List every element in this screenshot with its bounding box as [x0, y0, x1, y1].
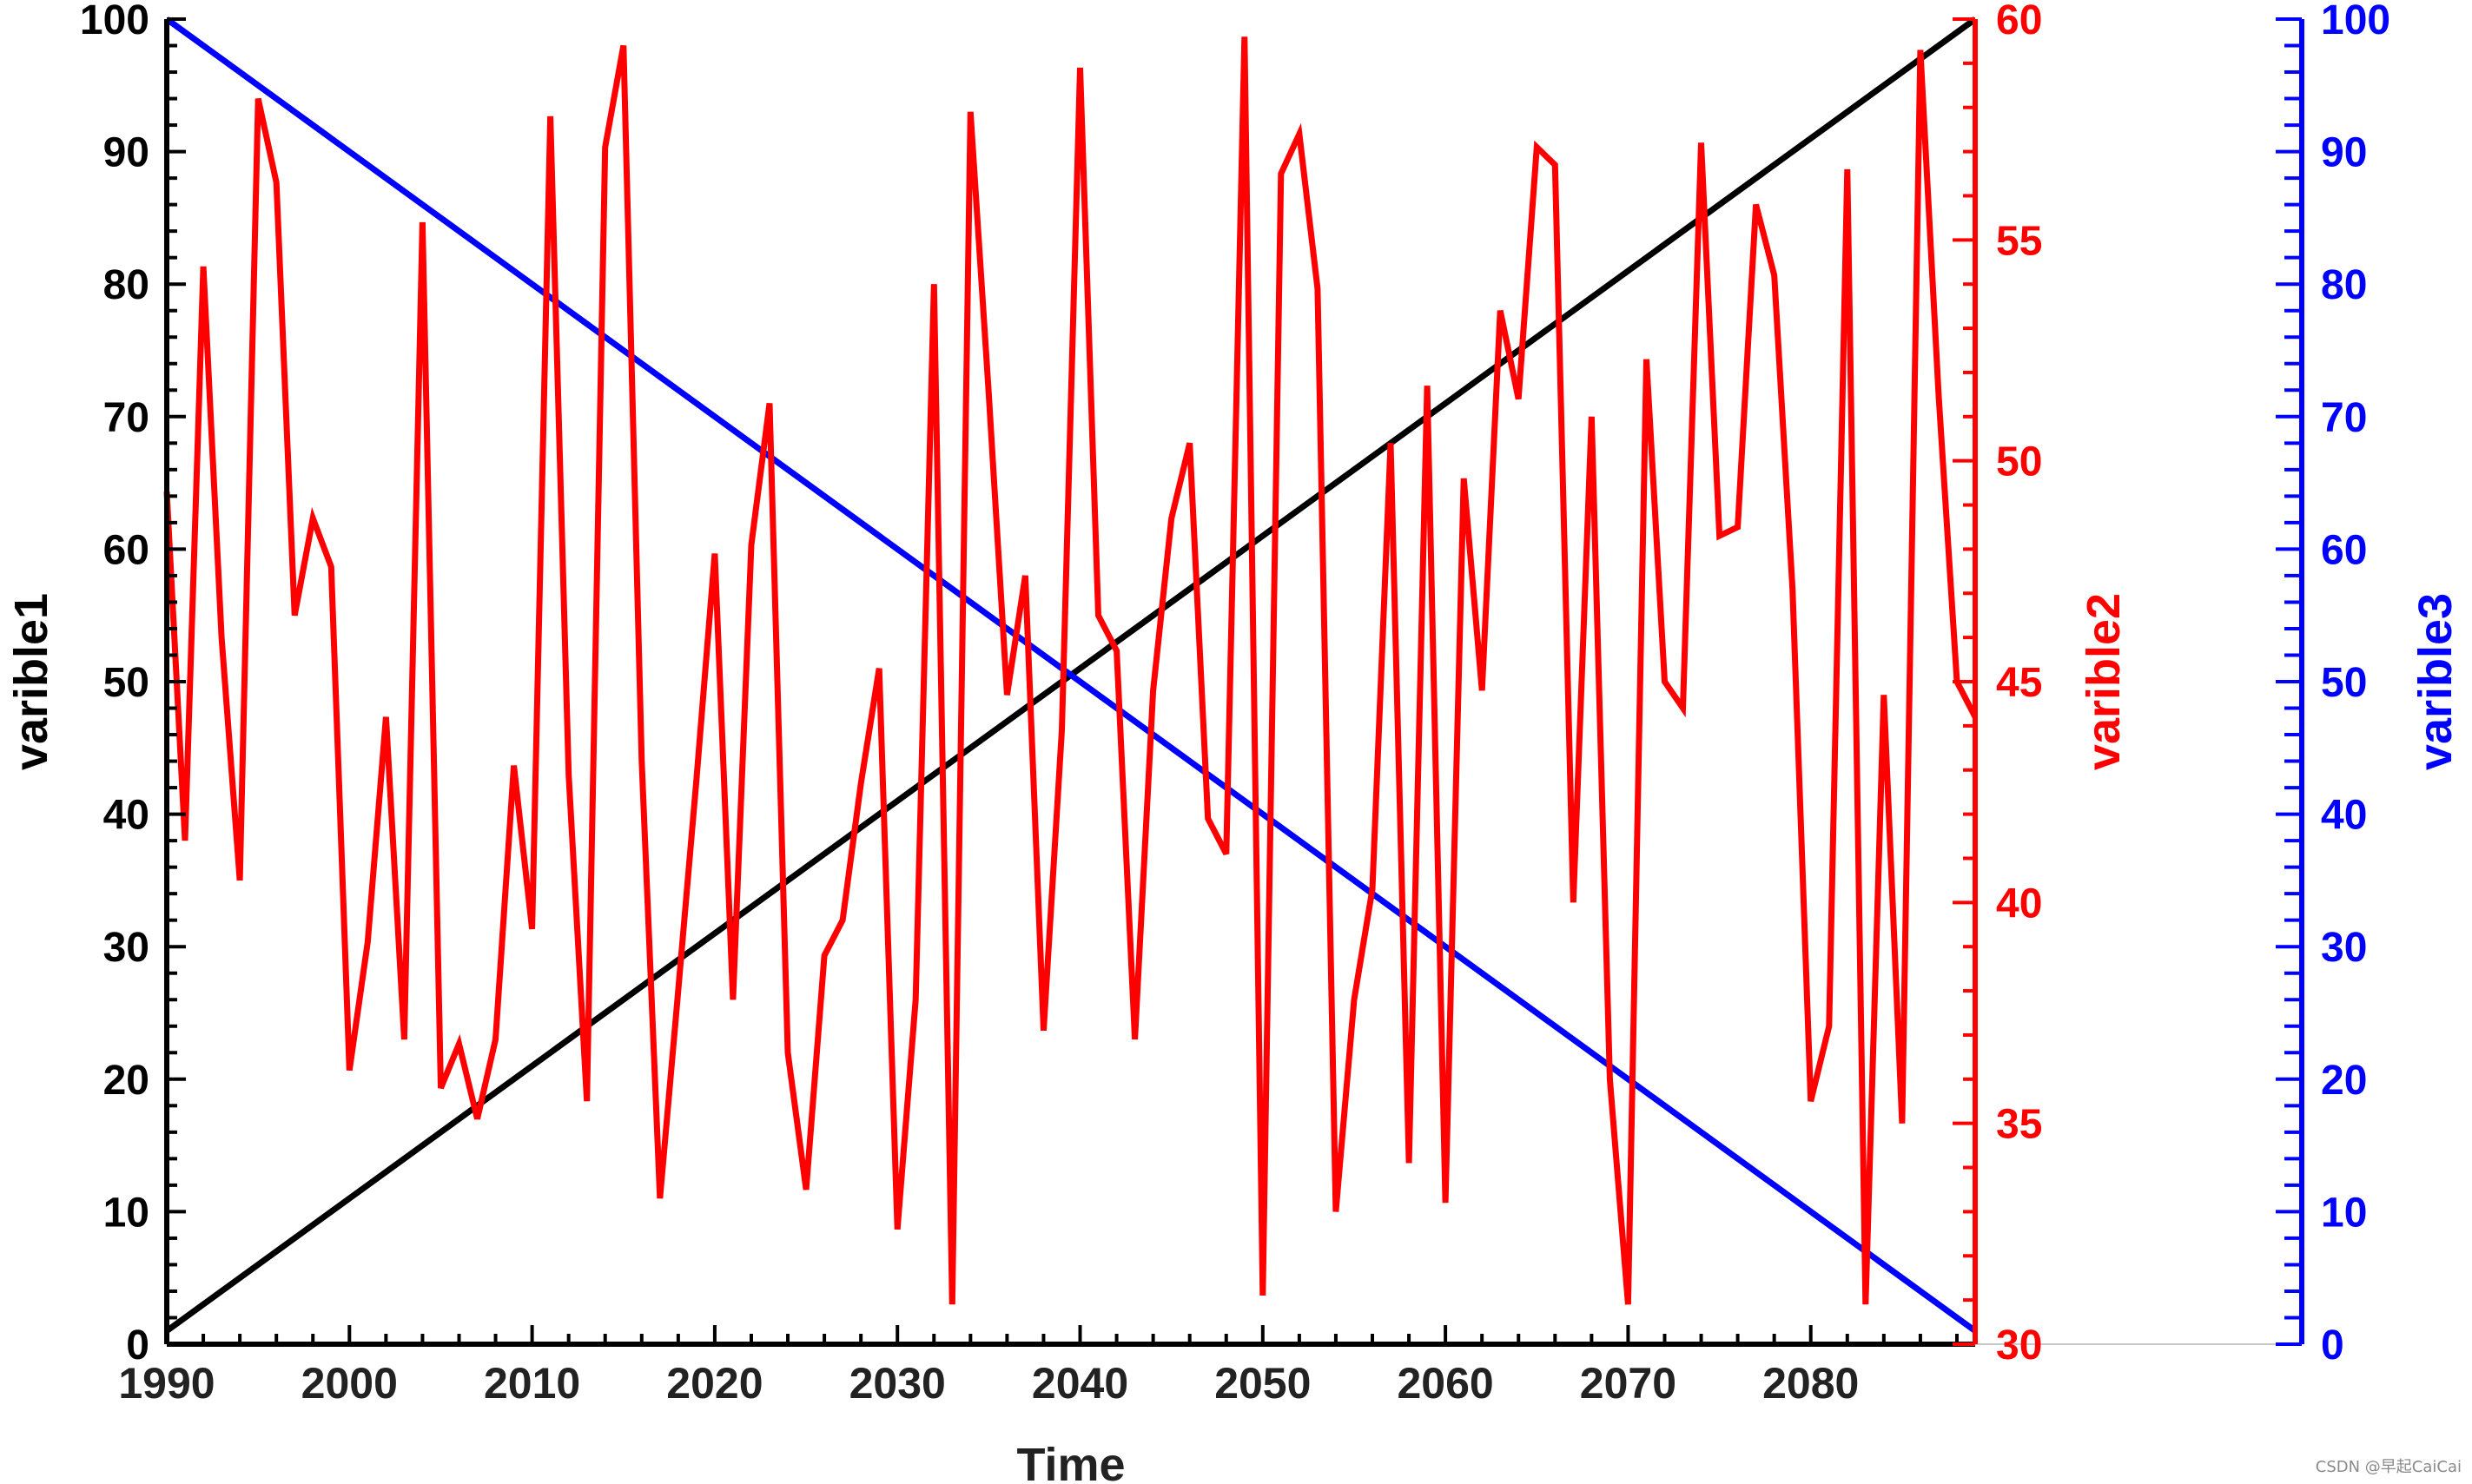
y3-tick-label: 0	[2321, 1322, 2344, 1369]
y3-tick-label: 70	[2321, 395, 2367, 441]
y3-tick-label: 90	[2321, 130, 2367, 176]
x-tick-label: 2030	[849, 1359, 946, 1408]
y1-tick-label: 40	[103, 793, 149, 839]
y3-tick-label: 80	[2321, 262, 2367, 308]
y2-tick-label: 60	[1996, 0, 2042, 43]
y1-tick-label: 70	[103, 395, 149, 441]
x-tick-label: 2020	[666, 1359, 763, 1408]
series-line-varible2	[163, 36, 1979, 1305]
y2-tick-label: 55	[1996, 218, 2042, 264]
y1-tick-label: 60	[103, 527, 149, 573]
x-tick-label: 2080	[1762, 1359, 1859, 1408]
y2-tick-label: 30	[1996, 1322, 2042, 1369]
x-tick-label: 2050	[1214, 1359, 1311, 1408]
x-tick-label: 2060	[1398, 1359, 1494, 1408]
y2-tick-label: 50	[1996, 439, 2042, 485]
y2-axis-label: varible2	[2078, 593, 2130, 770]
y3-axis-label: varible3	[2409, 593, 2462, 770]
x-tick-label: 1990	[118, 1359, 215, 1408]
y1-tick-label: 20	[103, 1058, 149, 1104]
y3-tick-label: 30	[2321, 925, 2367, 971]
x-axis-label: Time	[1016, 1439, 1125, 1484]
y1-tick-label: 90	[103, 130, 149, 176]
y2-tick-label: 35	[1996, 1102, 2042, 1148]
y3-tick-label: 100	[2321, 0, 2390, 43]
x-tick-label: 2040	[1032, 1359, 1128, 1408]
y3-tick-label: 40	[2321, 793, 2367, 839]
y2-tick-label: 40	[1996, 881, 2042, 927]
series-line-varible3	[164, 16, 1978, 1334]
y3-tick-label: 60	[2321, 527, 2367, 573]
y1-tick-label: 100	[80, 0, 149, 43]
x-tick-label: 2010	[484, 1359, 580, 1408]
y1-tick-label: 0	[126, 1322, 149, 1369]
y1-tick-label: 80	[103, 262, 149, 308]
y1-axis-label: varible1	[5, 593, 57, 770]
y1-tick-label: 30	[103, 925, 149, 971]
y1-tick-label: 50	[103, 660, 149, 706]
watermark: CSDN @早起CaiCai	[2315, 1458, 2462, 1476]
y3-tick-label: 10	[2321, 1190, 2367, 1236]
y3-tick-label: 50	[2321, 660, 2367, 706]
y3-tick-label: 20	[2321, 1058, 2367, 1104]
x-tick-label: 2070	[1580, 1359, 1676, 1408]
y2-tick-label: 45	[1996, 660, 2042, 706]
x-tick-label: 2000	[301, 1359, 398, 1408]
series-layer	[163, 16, 1979, 1334]
y1-tick-label: 10	[103, 1190, 149, 1236]
axes-layer: 1990 2000 2010 2020 2030 2040 2050 2060 2070 2080…	[5, 0, 2462, 1408]
